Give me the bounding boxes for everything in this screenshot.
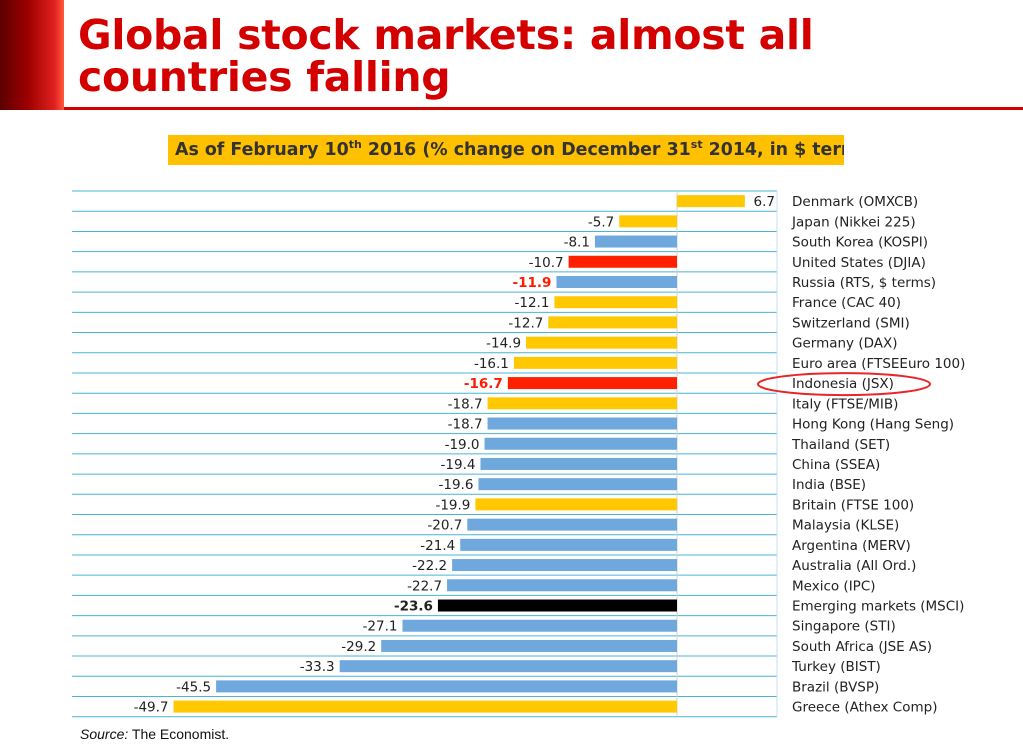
category-label: China (SSEA) <box>792 457 880 473</box>
subtitle-sup-st: st <box>690 138 703 151</box>
value-label: -10.7 <box>529 255 564 271</box>
value-label: -12.1 <box>514 295 549 311</box>
category-label: Thailand (SET) <box>791 437 890 453</box>
value-label: -22.7 <box>407 578 442 594</box>
value-label: -49.7 <box>134 700 169 716</box>
bar <box>487 397 677 410</box>
subtitle-prefix: As of February 10 <box>175 140 349 160</box>
value-label: -19.9 <box>435 497 470 513</box>
category-label: Switzerland (SMI) <box>792 315 910 331</box>
value-label: -18.7 <box>448 396 483 412</box>
source-text: The Economist. <box>128 726 230 742</box>
value-label: -29.2 <box>341 639 376 655</box>
bar <box>556 275 677 288</box>
category-label: Denmark (OMXCB) <box>792 194 918 210</box>
bar <box>619 215 677 228</box>
bar <box>478 478 677 491</box>
bar <box>568 255 677 268</box>
category-label: Indonesia (JSX) <box>792 376 894 392</box>
category-label: India (BSE) <box>792 477 866 493</box>
source-label: Source: <box>80 726 129 742</box>
bar <box>173 700 677 713</box>
subtitle-suffix: 2014, in $ terms) <box>708 140 844 160</box>
value-label: -22.2 <box>412 558 447 574</box>
bar <box>339 660 677 673</box>
bar <box>594 235 677 248</box>
bar <box>447 579 677 592</box>
bar <box>526 336 677 349</box>
value-label: -33.3 <box>300 659 335 675</box>
bar <box>677 195 745 208</box>
bar <box>381 639 677 652</box>
chart-subtitle: As of February 10th 2016 (% change on De… <box>168 135 844 165</box>
value-label: -16.1 <box>474 356 509 372</box>
title-rule <box>64 107 1023 110</box>
category-label: France (CAC 40) <box>792 295 901 311</box>
value-label: -12.7 <box>508 315 543 331</box>
value-label: -23.6 <box>394 599 433 615</box>
category-label: Russia (RTS, $ terms) <box>792 275 936 291</box>
category-label: Singapore (STI) <box>792 619 896 635</box>
bar <box>554 296 677 309</box>
bar <box>467 518 677 531</box>
value-label: -21.4 <box>420 538 455 554</box>
bar <box>480 457 677 470</box>
category-label: Hong Kong (Hang Seng) <box>792 417 954 433</box>
bar <box>437 599 677 612</box>
bar <box>460 538 677 551</box>
category-label: Brazil (BVSP) <box>792 679 879 695</box>
value-label: -45.5 <box>176 679 211 695</box>
category-label: Japan (Nikkei 225) <box>791 214 916 230</box>
title-accent-bar <box>0 0 64 110</box>
subtitle-middle: 2016 (% change on December 31 <box>361 140 691 160</box>
value-label: -20.7 <box>427 518 462 534</box>
category-label: South Korea (KOSPI) <box>792 235 928 251</box>
value-label: 6.7 <box>754 194 775 210</box>
category-label: Argentina (MERV) <box>792 538 911 554</box>
value-label: -18.7 <box>448 417 483 433</box>
category-label: Germany (DAX) <box>792 336 898 352</box>
bar <box>452 559 677 572</box>
value-label: -14.9 <box>486 336 521 352</box>
value-label: -27.1 <box>363 619 398 635</box>
value-label: -11.9 <box>513 275 552 291</box>
category-label: Malaysia (KLSE) <box>792 518 899 534</box>
subtitle-sup-th: th <box>348 138 362 151</box>
value-label: -19.6 <box>439 477 474 493</box>
category-label: Euro area (FTSEEuro 100) <box>792 356 965 372</box>
highlight-ellipse <box>757 372 931 397</box>
slide-title: Global stock markets: almost all countri… <box>78 11 814 101</box>
category-label: Britain (FTSE 100) <box>792 497 914 513</box>
category-label: Mexico (IPC) <box>792 578 876 594</box>
value-label: -8.1 <box>564 235 590 251</box>
category-label: United States (DJIA) <box>792 255 926 271</box>
bar <box>513 356 677 369</box>
source-note: Source: The Economist. <box>80 726 229 742</box>
value-label: -16.7 <box>464 376 503 392</box>
bar <box>548 316 677 329</box>
value-label: -19.4 <box>441 457 476 473</box>
category-label: Emerging markets (MSCI) <box>792 599 964 615</box>
bar <box>487 417 677 430</box>
category-label: South Africa (JSE AS) <box>792 639 932 655</box>
bar <box>507 377 677 390</box>
value-label: -19.0 <box>445 437 480 453</box>
category-label: Greece (Athex Comp) <box>792 700 937 716</box>
category-label: Australia (All Ord.) <box>792 558 916 574</box>
bar <box>475 498 677 511</box>
bar <box>216 680 677 693</box>
bar <box>402 619 677 632</box>
value-label: -5.7 <box>588 214 614 230</box>
bar <box>484 437 677 450</box>
category-label: Italy (FTSE/MIB) <box>792 396 898 412</box>
category-label: Turkey (BIST) <box>791 659 881 675</box>
